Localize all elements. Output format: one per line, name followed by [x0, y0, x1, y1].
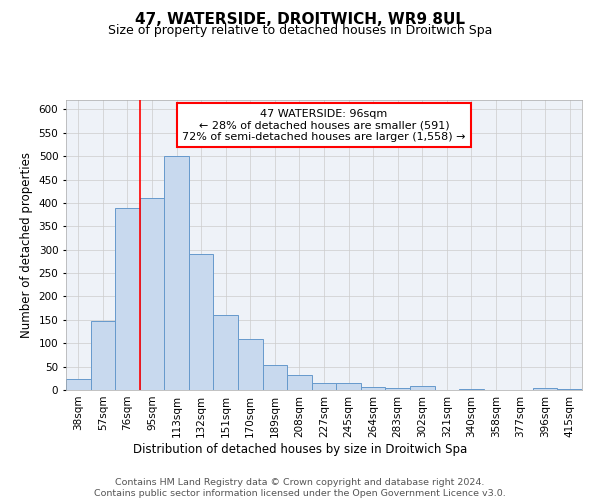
Bar: [287, 375, 312, 390]
Bar: [263, 365, 287, 390]
Bar: [164, 156, 189, 390]
Bar: [115, 208, 140, 390]
Bar: [66, 379, 91, 390]
Bar: [410, 386, 434, 390]
Text: Contains HM Land Registry data © Crown copyright and database right 2024.
Contai: Contains HM Land Registry data © Crown c…: [94, 478, 506, 498]
Bar: [214, 315, 238, 390]
Bar: [336, 383, 361, 390]
Bar: [459, 388, 484, 390]
Text: 47, WATERSIDE, DROITWICH, WR9 8UL: 47, WATERSIDE, DROITWICH, WR9 8UL: [135, 12, 465, 28]
Text: 47 WATERSIDE: 96sqm
← 28% of detached houses are smaller (591)
72% of semi-detac: 47 WATERSIDE: 96sqm ← 28% of detached ho…: [182, 108, 466, 142]
Bar: [91, 321, 115, 390]
Bar: [312, 382, 336, 390]
Bar: [140, 198, 164, 390]
Bar: [361, 386, 385, 390]
Text: Size of property relative to detached houses in Droitwich Spa: Size of property relative to detached ho…: [108, 24, 492, 37]
Bar: [238, 338, 263, 390]
Bar: [533, 388, 557, 390]
Bar: [385, 388, 410, 390]
Bar: [189, 254, 214, 390]
Bar: [557, 388, 582, 390]
Text: Distribution of detached houses by size in Droitwich Spa: Distribution of detached houses by size …: [133, 442, 467, 456]
Y-axis label: Number of detached properties: Number of detached properties: [20, 152, 33, 338]
